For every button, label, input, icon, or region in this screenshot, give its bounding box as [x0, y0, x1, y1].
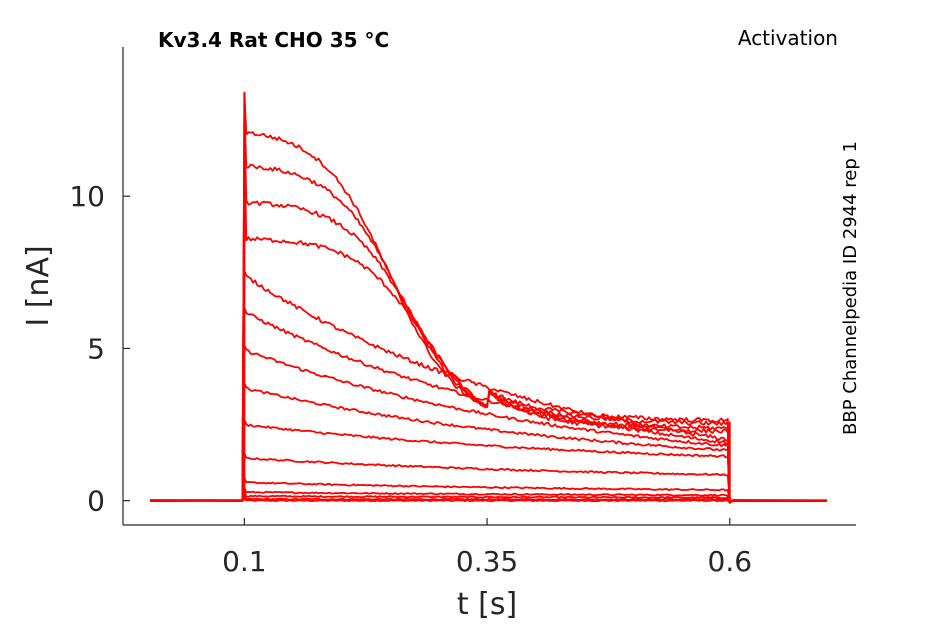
current-trace: [150, 486, 827, 504]
current-trace: [150, 490, 827, 504]
x-axis-title: t [s]: [457, 587, 517, 622]
current-trace: [150, 452, 827, 504]
source-label: BBP Channelpedia ID 2944 rep 1: [840, 141, 861, 435]
y-axis-title: I [nA]: [21, 245, 56, 326]
x-tick-label: 0.1: [222, 545, 267, 578]
protocol-label: Activation: [738, 26, 838, 50]
y-tick-label: 5: [87, 332, 105, 365]
current-trace: [150, 493, 827, 504]
axes: [122, 47, 856, 526]
y-tick-label: 10: [69, 180, 105, 213]
current-traces: [150, 91, 827, 504]
current-trace: [150, 495, 827, 504]
current-trace: [150, 269, 827, 504]
current-trace: [150, 122, 827, 504]
current-trace: [150, 91, 827, 504]
x-tick-label: 0.6: [708, 545, 753, 578]
current-trace: [150, 382, 827, 504]
current-trace: [150, 138, 827, 504]
current-trace: [150, 419, 827, 504]
current-trace: [150, 306, 827, 504]
x-ticks: 0.1 0.35 0.6: [222, 518, 752, 578]
y-tick-label: 0: [87, 485, 105, 518]
current-trace: [150, 344, 827, 504]
current-trace: [150, 476, 827, 504]
x-tick-label: 0.35: [456, 545, 518, 578]
y-ticks: 0 5 10: [69, 180, 130, 518]
chart-title: Kv3.4 Rat CHO 35 °C: [158, 28, 389, 52]
